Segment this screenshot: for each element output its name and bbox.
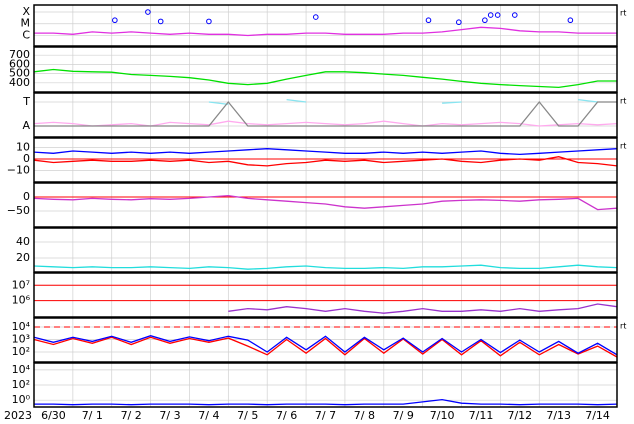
y-tick-label: 10⁶ — [12, 294, 31, 307]
y-tick-label: T — [22, 95, 30, 108]
y-tick-label: X — [22, 5, 30, 18]
y-tick-label: 400 — [9, 76, 30, 89]
series-line — [33, 156, 618, 167]
x-tick-label: 7/ 5 — [237, 409, 258, 422]
flare-marker — [112, 17, 118, 24]
series-line — [34, 100, 617, 127]
x-tick-label: 7/ 7 — [315, 409, 336, 422]
panel-frame — [33, 272, 618, 318]
panel-frame — [33, 4, 618, 47]
y-tick-label: 700 — [9, 48, 30, 61]
x-tick-label: 7/10 — [430, 409, 455, 422]
y-tick-label: 20 — [16, 251, 30, 264]
y-tick-label: 600 — [9, 57, 30, 70]
series-line — [33, 335, 618, 356]
y-tick-label: 10² — [12, 345, 30, 358]
panel-note: rt — [620, 97, 626, 106]
x-tick-label: 7/ 4 — [198, 409, 219, 422]
panel-frame — [33, 182, 618, 228]
flare-marker — [567, 17, 574, 24]
series-line — [33, 68, 617, 89]
x-tick-label: 7/11 — [469, 409, 494, 422]
panel-note: rt — [620, 9, 626, 18]
y-tick-label: 10² — [12, 378, 30, 391]
y-tick-label: M — [21, 17, 31, 30]
flare-marker — [312, 14, 319, 20]
series-line — [34, 26, 617, 37]
x-tick-label: 7/ 8 — [354, 409, 375, 422]
panel-frame — [33, 317, 618, 363]
y-tick-label: 10³ — [12, 332, 30, 345]
flare-marker — [487, 12, 494, 18]
flare-marker — [145, 9, 151, 15]
series-line — [33, 264, 618, 270]
flare-marker — [425, 17, 432, 24]
panel-frame — [33, 362, 618, 408]
y-tick-label: 10 — [16, 141, 30, 154]
y-tick-label: 10⁴ — [12, 320, 31, 333]
panel-frame — [33, 92, 618, 138]
year-label: 2023 — [4, 409, 32, 422]
series-line — [33, 194, 618, 211]
y-tick-label: 500 — [9, 67, 30, 80]
panel-note: rt — [620, 142, 626, 151]
x-tick-label: 7/ 3 — [159, 409, 180, 422]
flare-marker — [206, 18, 212, 25]
flare-marker — [157, 18, 164, 25]
y-tick-label: 10⁰ — [12, 393, 31, 406]
panel-note: rt — [620, 322, 626, 331]
x-tick-label: 7/13 — [546, 409, 571, 422]
x-tick-label: 7/14 — [585, 409, 610, 422]
series-line — [33, 336, 618, 358]
y-tick-label: C — [22, 28, 30, 41]
panel-frame — [33, 227, 618, 273]
x-tick-label: 6/30 — [41, 409, 66, 422]
y-tick-label: 0 — [23, 190, 30, 203]
series-line — [33, 148, 618, 156]
flare-marker — [456, 19, 462, 26]
y-tick-label: 0 — [23, 152, 30, 165]
y-tick-label: 10⁷ — [12, 278, 30, 291]
series-line — [33, 120, 618, 127]
x-tick-label: 7/ 6 — [276, 409, 297, 422]
y-tick-label: 10⁴ — [12, 363, 31, 376]
y-tick-label: A — [22, 119, 30, 132]
y-tick-label: 40 — [16, 235, 30, 248]
x-tick-label: 7/ 9 — [393, 409, 414, 422]
series-line — [208, 98, 598, 106]
x-tick-label: 7/12 — [507, 409, 532, 422]
flare-marker — [494, 12, 501, 18]
panel-frame — [33, 137, 618, 183]
panel-frame — [33, 46, 618, 93]
series-line — [228, 303, 618, 314]
x-tick-label: 7/ 2 — [121, 409, 142, 422]
flare-marker — [511, 12, 518, 18]
y-tick-label: −50 — [7, 204, 30, 217]
y-tick-label: −10 — [7, 164, 30, 177]
x-tick-label: 7/ 1 — [82, 409, 103, 422]
flare-marker — [482, 17, 488, 24]
series-line — [34, 398, 618, 406]
